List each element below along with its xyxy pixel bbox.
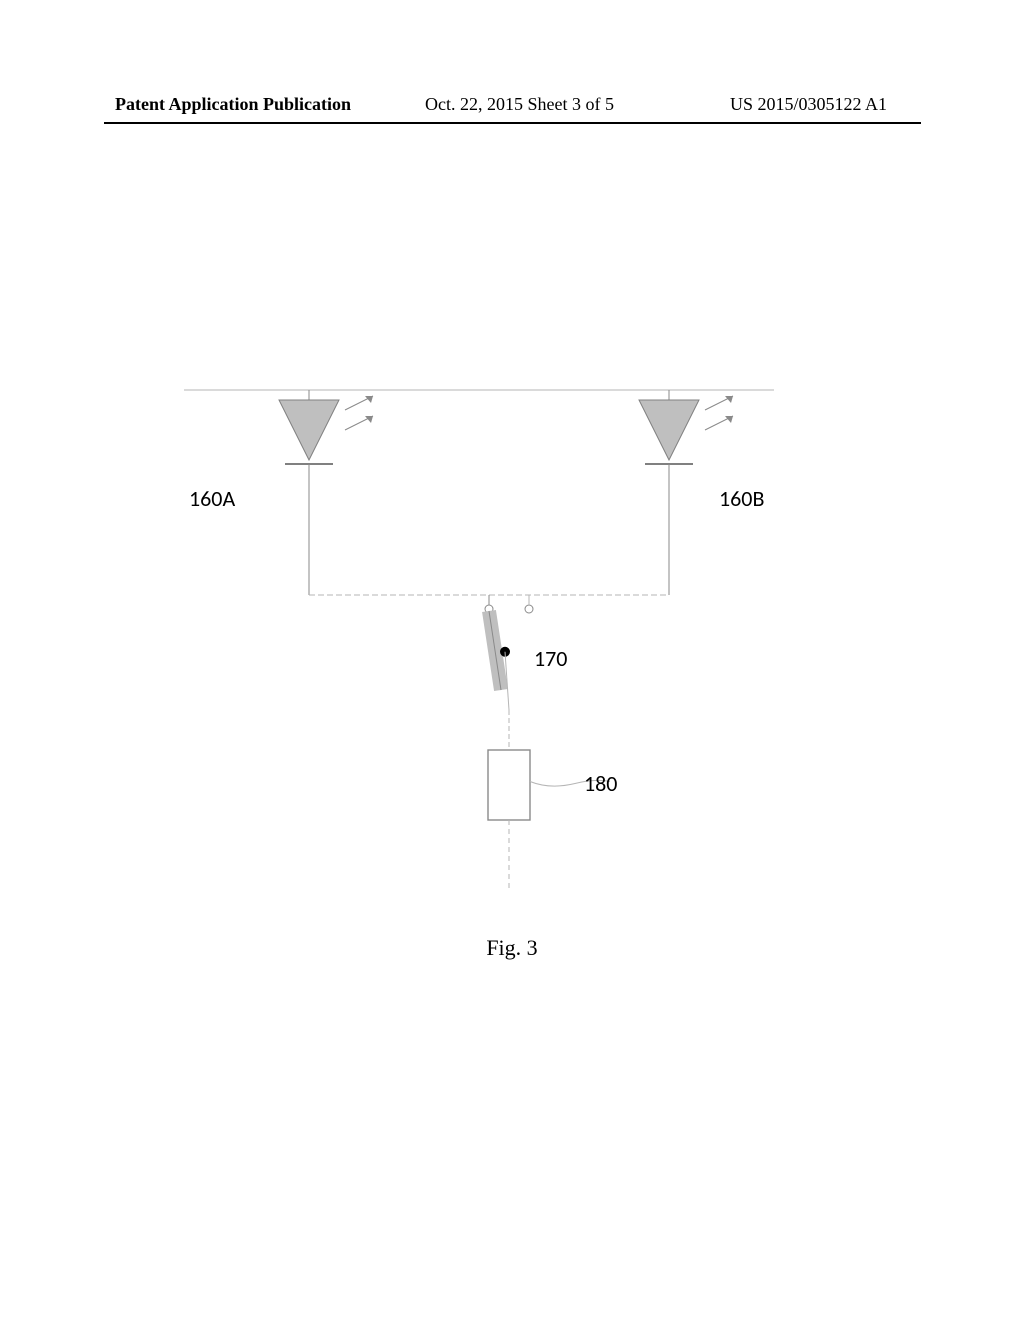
header-left: Patent Application Publication [115,95,351,113]
label-180: 180 [584,770,617,797]
label-160A: 160A [189,485,235,512]
header-center: Oct. 22, 2015 Sheet 3 of 5 [425,95,614,113]
figure-area: 160A 160B 170 180 [169,370,789,930]
label-160B: 160B [719,485,764,512]
figure-caption: Fig. 3 [0,935,1024,961]
page: Patent Application Publication Oct. 22, … [0,0,1024,1320]
label-170: 170 [534,645,567,672]
header-rule [104,122,921,124]
circuit-diagram [169,370,789,930]
header-right: US 2015/0305122 A1 [730,95,887,113]
